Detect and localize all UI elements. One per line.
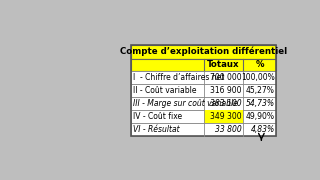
Bar	[204, 110, 243, 123]
Text: III - Marge sur coût variable: III - Marge sur coût variable	[133, 99, 238, 108]
Text: Compte d’exploitation différentiel: Compte d’exploitation différentiel	[120, 47, 287, 56]
Text: %: %	[255, 60, 264, 69]
Bar	[132, 84, 276, 97]
Bar	[132, 97, 276, 110]
Text: 33 800: 33 800	[215, 125, 242, 134]
Text: 45,27%: 45,27%	[246, 86, 275, 95]
Bar	[132, 45, 276, 136]
Text: Totaux: Totaux	[207, 60, 240, 69]
Text: 700 000: 700 000	[210, 73, 242, 82]
Text: I  - Chiffre d’affaires net: I - Chiffre d’affaires net	[133, 73, 224, 82]
Bar	[132, 71, 276, 84]
Bar	[132, 110, 276, 123]
Text: 316 900: 316 900	[210, 86, 242, 95]
Text: 4,83%: 4,83%	[251, 125, 275, 134]
Text: 49,90%: 49,90%	[246, 112, 275, 121]
Bar	[132, 123, 276, 136]
Text: IV - Coût fixe: IV - Coût fixe	[133, 112, 182, 121]
Bar	[132, 58, 276, 71]
Bar	[132, 45, 276, 58]
Text: 349 300: 349 300	[210, 112, 242, 121]
Text: 100,00%: 100,00%	[241, 73, 275, 82]
Text: II - Coût variable: II - Coût variable	[133, 86, 196, 95]
Text: 54,73%: 54,73%	[246, 99, 275, 108]
Text: 383 100: 383 100	[210, 99, 242, 108]
Text: VI - Résultat: VI - Résultat	[133, 125, 180, 134]
